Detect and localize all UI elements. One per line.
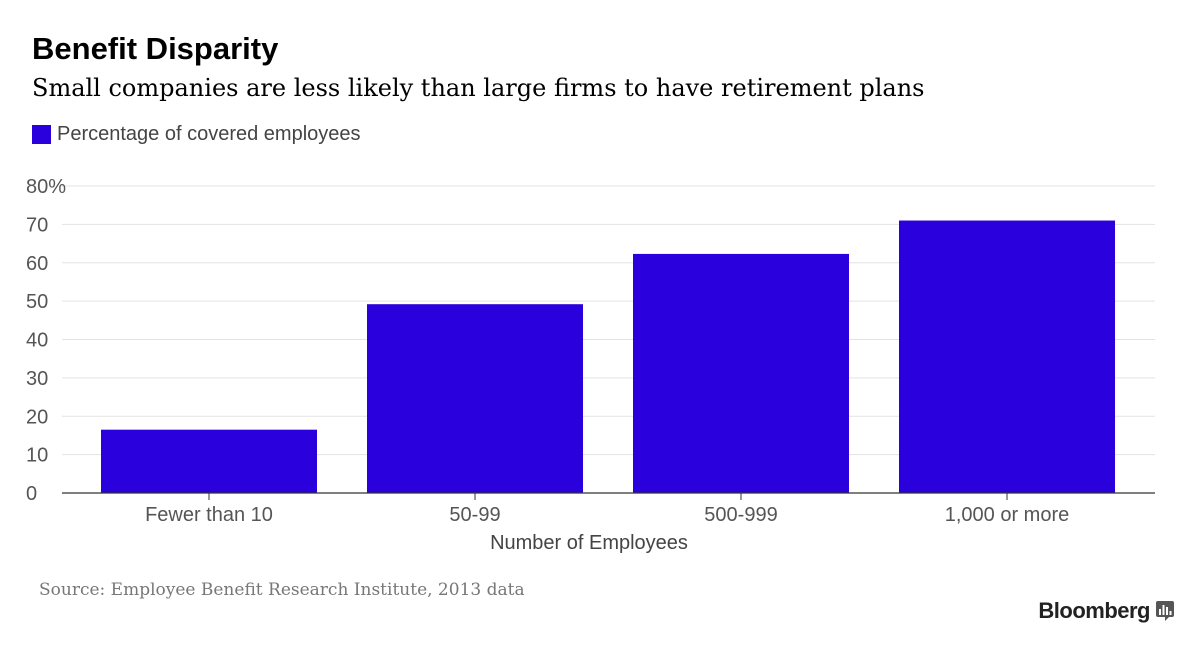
legend-label: Percentage of covered employees <box>57 122 361 145</box>
legend-swatch <box>32 124 51 144</box>
y-tick-label: 20 <box>26 406 48 428</box>
x-tick-label: 1,000 or more <box>945 504 1070 526</box>
bar <box>367 304 583 493</box>
y-tick-label: 70 <box>26 214 48 236</box>
y-tick-label: 60 <box>26 253 48 275</box>
bloomberg-chart-icon <box>1156 601 1174 621</box>
chart-title: Benefit Disparity <box>32 31 279 66</box>
legend: Percentage of covered employees <box>32 122 361 146</box>
y-tick-label: 30 <box>26 368 48 390</box>
y-tick-label: 10 <box>26 445 48 467</box>
bar <box>899 220 1115 493</box>
x-tick-label: 500-999 <box>704 504 777 526</box>
x-tick-label: Fewer than 10 <box>145 504 273 526</box>
y-axis-ticks: 0 10 20 30 40 50 60 70 80% <box>26 176 66 505</box>
y-tick-label: 50 <box>26 291 48 313</box>
x-axis-ticks: Fewer than 10 50-99 500-999 1,000 or more <box>145 493 1069 526</box>
bars <box>101 220 1115 493</box>
x-axis-label: Number of Employees <box>490 532 688 554</box>
brand-logo: Bloomberg <box>1038 598 1174 624</box>
brand-name: Bloomberg <box>1038 598 1150 623</box>
chart-subtitle: Small companies are less likely than lar… <box>32 74 925 102</box>
bar <box>633 253 849 493</box>
x-tick-label: 50-99 <box>449 504 500 526</box>
bar <box>101 429 317 493</box>
source-note: Source: Employee Benefit Research Instit… <box>39 580 525 600</box>
y-tick-label: 0 <box>26 483 37 505</box>
y-tick-label: 80% <box>26 176 66 198</box>
y-tick-label: 40 <box>26 330 48 352</box>
